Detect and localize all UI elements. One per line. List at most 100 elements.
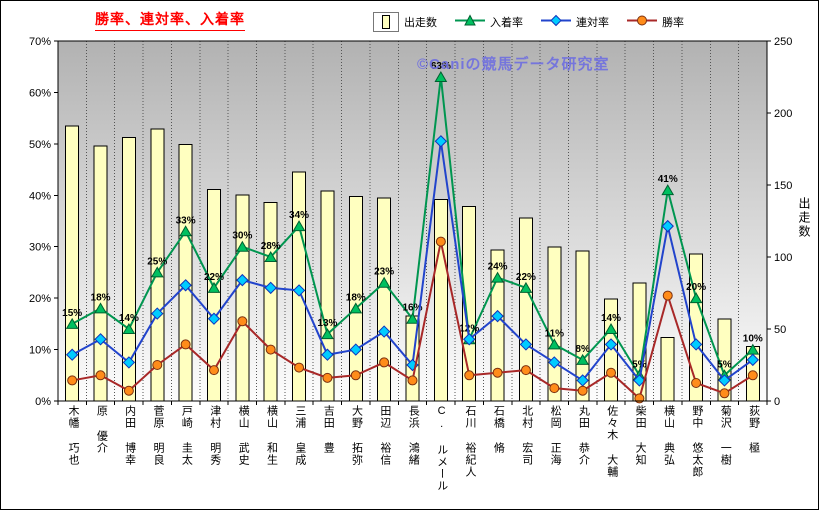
diamond-marker [604,338,618,351]
data-label: 30% [232,231,252,242]
circle-marker [152,360,163,370]
circle-marker [492,367,503,378]
data-label: 14% [601,313,621,324]
circle-marker-swatch [627,14,657,30]
triangle-marker [321,328,334,340]
legend-item-placing-rate: 入着率 [455,14,523,30]
circle-marker [180,339,191,350]
circle-marker [265,344,276,355]
triangle-marker [604,323,618,334]
diamond-marker [321,348,334,361]
diamond-marker [377,325,391,338]
triangle-marker [377,276,391,288]
right-axis-tick-label: 50 [774,324,786,336]
left-axis-tick-label: 60% [29,87,51,99]
diamond-marker [434,135,448,148]
diamond-marker [264,281,277,295]
circle-marker [577,385,588,396]
triangle-marker [547,338,561,350]
diamond-marker [151,307,164,320]
right-axis-tick-label: 150 [774,180,792,192]
bar [547,246,562,402]
circle-marker [719,388,730,399]
data-label: 12% [459,323,479,334]
data-label: 25% [147,256,167,267]
diamond-marker [548,356,561,369]
diamond-marker [519,338,533,351]
data-label: 5% [717,359,732,370]
triangle-marker [179,225,192,237]
bar-series-swatch [373,12,399,32]
circle-marker [606,367,617,378]
circle-marker [634,393,645,404]
circle-marker [208,365,219,376]
triangle-marker [207,281,221,293]
diamond-marker [207,312,221,325]
right-axis-tick-label: 200 [774,108,792,120]
circle-marker [407,375,418,386]
legend-label-quinella-rate: 連対率 [576,17,609,29]
data-label: 28% [261,241,281,252]
triangle-marker [65,317,79,329]
right-axis-tick-label: 250 [774,36,792,48]
data-label: 63% [431,61,451,72]
circle-marker [662,290,673,301]
circle-marker [747,370,758,381]
triangle-marker [576,353,590,365]
data-label: 18% [346,292,366,303]
diamond-marker [463,333,476,346]
diamond-marker [179,279,192,292]
legend-item-starts: 出走数 [373,12,437,32]
triangle-marker [122,323,136,334]
circle-marker [435,236,446,247]
legend: 出走数 入着率 連対率 勝率 [373,12,684,32]
legend-label-placing-rate: 入着率 [490,17,523,29]
triangle-marker [150,266,164,278]
watermark: ©Caniの競馬データ研究室 [417,56,610,73]
triangle-marker [689,292,703,304]
bar [93,145,108,402]
data-label: 15% [62,308,82,319]
legend-item-win-rate: 勝率 [627,14,684,30]
data-label: 13% [317,318,337,329]
data-label: 18% [91,292,111,303]
circle-marker [322,372,333,383]
triangle-marker [661,184,675,196]
legend-label-starts: 出走数 [404,17,437,29]
series-win-rate [67,236,758,404]
diamond-marker [491,309,504,323]
circle-marker [549,383,560,394]
legend-item-quinella-rate: 連対率 [541,14,609,30]
left-axis-tick-label: 10% [29,345,51,357]
chart-title: 勝率、連対率、入着率 [95,9,245,31]
data-label: 16% [402,303,422,314]
diamond-marker [349,343,362,356]
diamond-marker [65,348,79,361]
bar [660,337,675,402]
circle-marker [67,375,78,386]
circle-marker [691,378,702,388]
left-axis-tick-label: 40% [29,190,51,202]
diamond-marker [94,333,107,346]
left-axis-tick-label: 20% [29,293,51,305]
bar [433,198,448,402]
right-axis-title: 出走数 [797,197,811,239]
left-axis-tick-label: 50% [29,139,51,151]
bar [178,144,193,402]
triangle-marker [349,302,363,314]
triangle-marker [491,271,504,283]
legend-label-win-rate: 勝率 [662,17,684,29]
circle-marker [379,357,390,368]
right-axis-tick-label: 0 [774,396,780,408]
diamond-marker [122,356,136,369]
left-axis-tick-label: 0% [35,396,51,408]
diamond-marker [633,374,646,387]
data-label: 14% [119,313,139,324]
data-label: 5% [632,359,647,370]
bar [235,194,250,402]
circle-marker [464,370,475,381]
data-label: 20% [686,282,706,293]
data-label: 22% [204,272,224,283]
triangle-marker [519,281,533,293]
